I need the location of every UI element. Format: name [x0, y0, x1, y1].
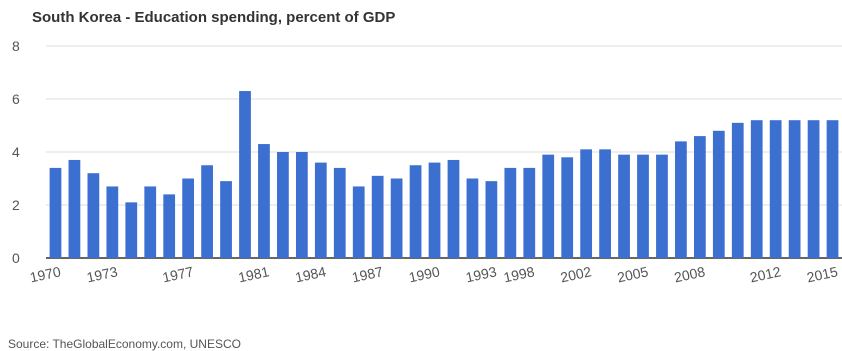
bar	[637, 154, 649, 258]
x-tick-label: 1977	[161, 263, 195, 285]
y-tick-label: 6	[12, 91, 20, 107]
x-tick-label: 1987	[350, 263, 384, 285]
bar	[750, 120, 763, 258]
y-tick-label: 2	[12, 197, 20, 213]
bar	[826, 120, 839, 258]
bar	[693, 136, 706, 258]
bar	[125, 202, 138, 258]
bar	[807, 120, 820, 258]
bar	[144, 186, 157, 258]
bar	[447, 159, 460, 258]
y-tick-label: 4	[12, 144, 20, 160]
bar	[163, 194, 176, 258]
bar	[220, 181, 232, 258]
bar-chart: 0 2 4 6 8 1970 1973 1977 1981 1984 1987 1990 1993 199…	[12, 38, 842, 285]
x-tick-label: 1990	[407, 263, 441, 285]
x-tick-label: 2005	[616, 263, 650, 285]
bar	[561, 157, 574, 258]
bar	[542, 154, 555, 258]
bar	[428, 162, 441, 258]
x-tick-label: 1984	[294, 263, 328, 285]
x-tick-label: 1993	[464, 263, 498, 285]
bar	[485, 181, 498, 258]
bar	[87, 173, 100, 258]
bar	[504, 167, 517, 258]
x-tick-label: 2002	[559, 263, 593, 285]
bar	[712, 130, 725, 258]
x-tick-label: 1973	[85, 263, 119, 285]
bar	[201, 165, 213, 258]
bar	[523, 167, 536, 258]
bar	[618, 154, 630, 258]
bar	[106, 186, 119, 258]
bar	[277, 152, 289, 258]
bar	[239, 91, 251, 258]
bar	[68, 159, 81, 258]
y-tick-label: 8	[12, 38, 20, 54]
bar	[295, 152, 308, 258]
x-tick-label: 1998	[502, 263, 536, 285]
bar	[371, 175, 384, 258]
x-tick-label: 2015	[805, 263, 839, 285]
bar	[49, 167, 62, 258]
bar	[675, 141, 687, 258]
bar	[390, 178, 403, 258]
bar	[599, 149, 611, 258]
bar	[352, 186, 365, 258]
x-tick-label: 2008	[673, 263, 707, 285]
bar	[580, 149, 593, 258]
x-tick-label: 1981	[237, 263, 271, 285]
bar	[731, 122, 744, 258]
bar	[409, 165, 422, 258]
bar	[333, 167, 346, 258]
x-tick-label: 1970	[28, 263, 62, 285]
bar	[258, 144, 270, 258]
bar	[656, 154, 668, 258]
y-tick-label: 0	[12, 250, 20, 266]
bar	[788, 120, 801, 258]
chart-title: South Korea - Education spending, percen…	[32, 9, 396, 26]
x-tick-label: 2012	[748, 263, 782, 285]
bar	[182, 178, 195, 258]
bar	[314, 162, 327, 258]
bar	[769, 120, 782, 258]
source-note: Source: TheGlobalEconomy.com, UNESCO	[8, 337, 241, 351]
bar	[466, 178, 479, 258]
